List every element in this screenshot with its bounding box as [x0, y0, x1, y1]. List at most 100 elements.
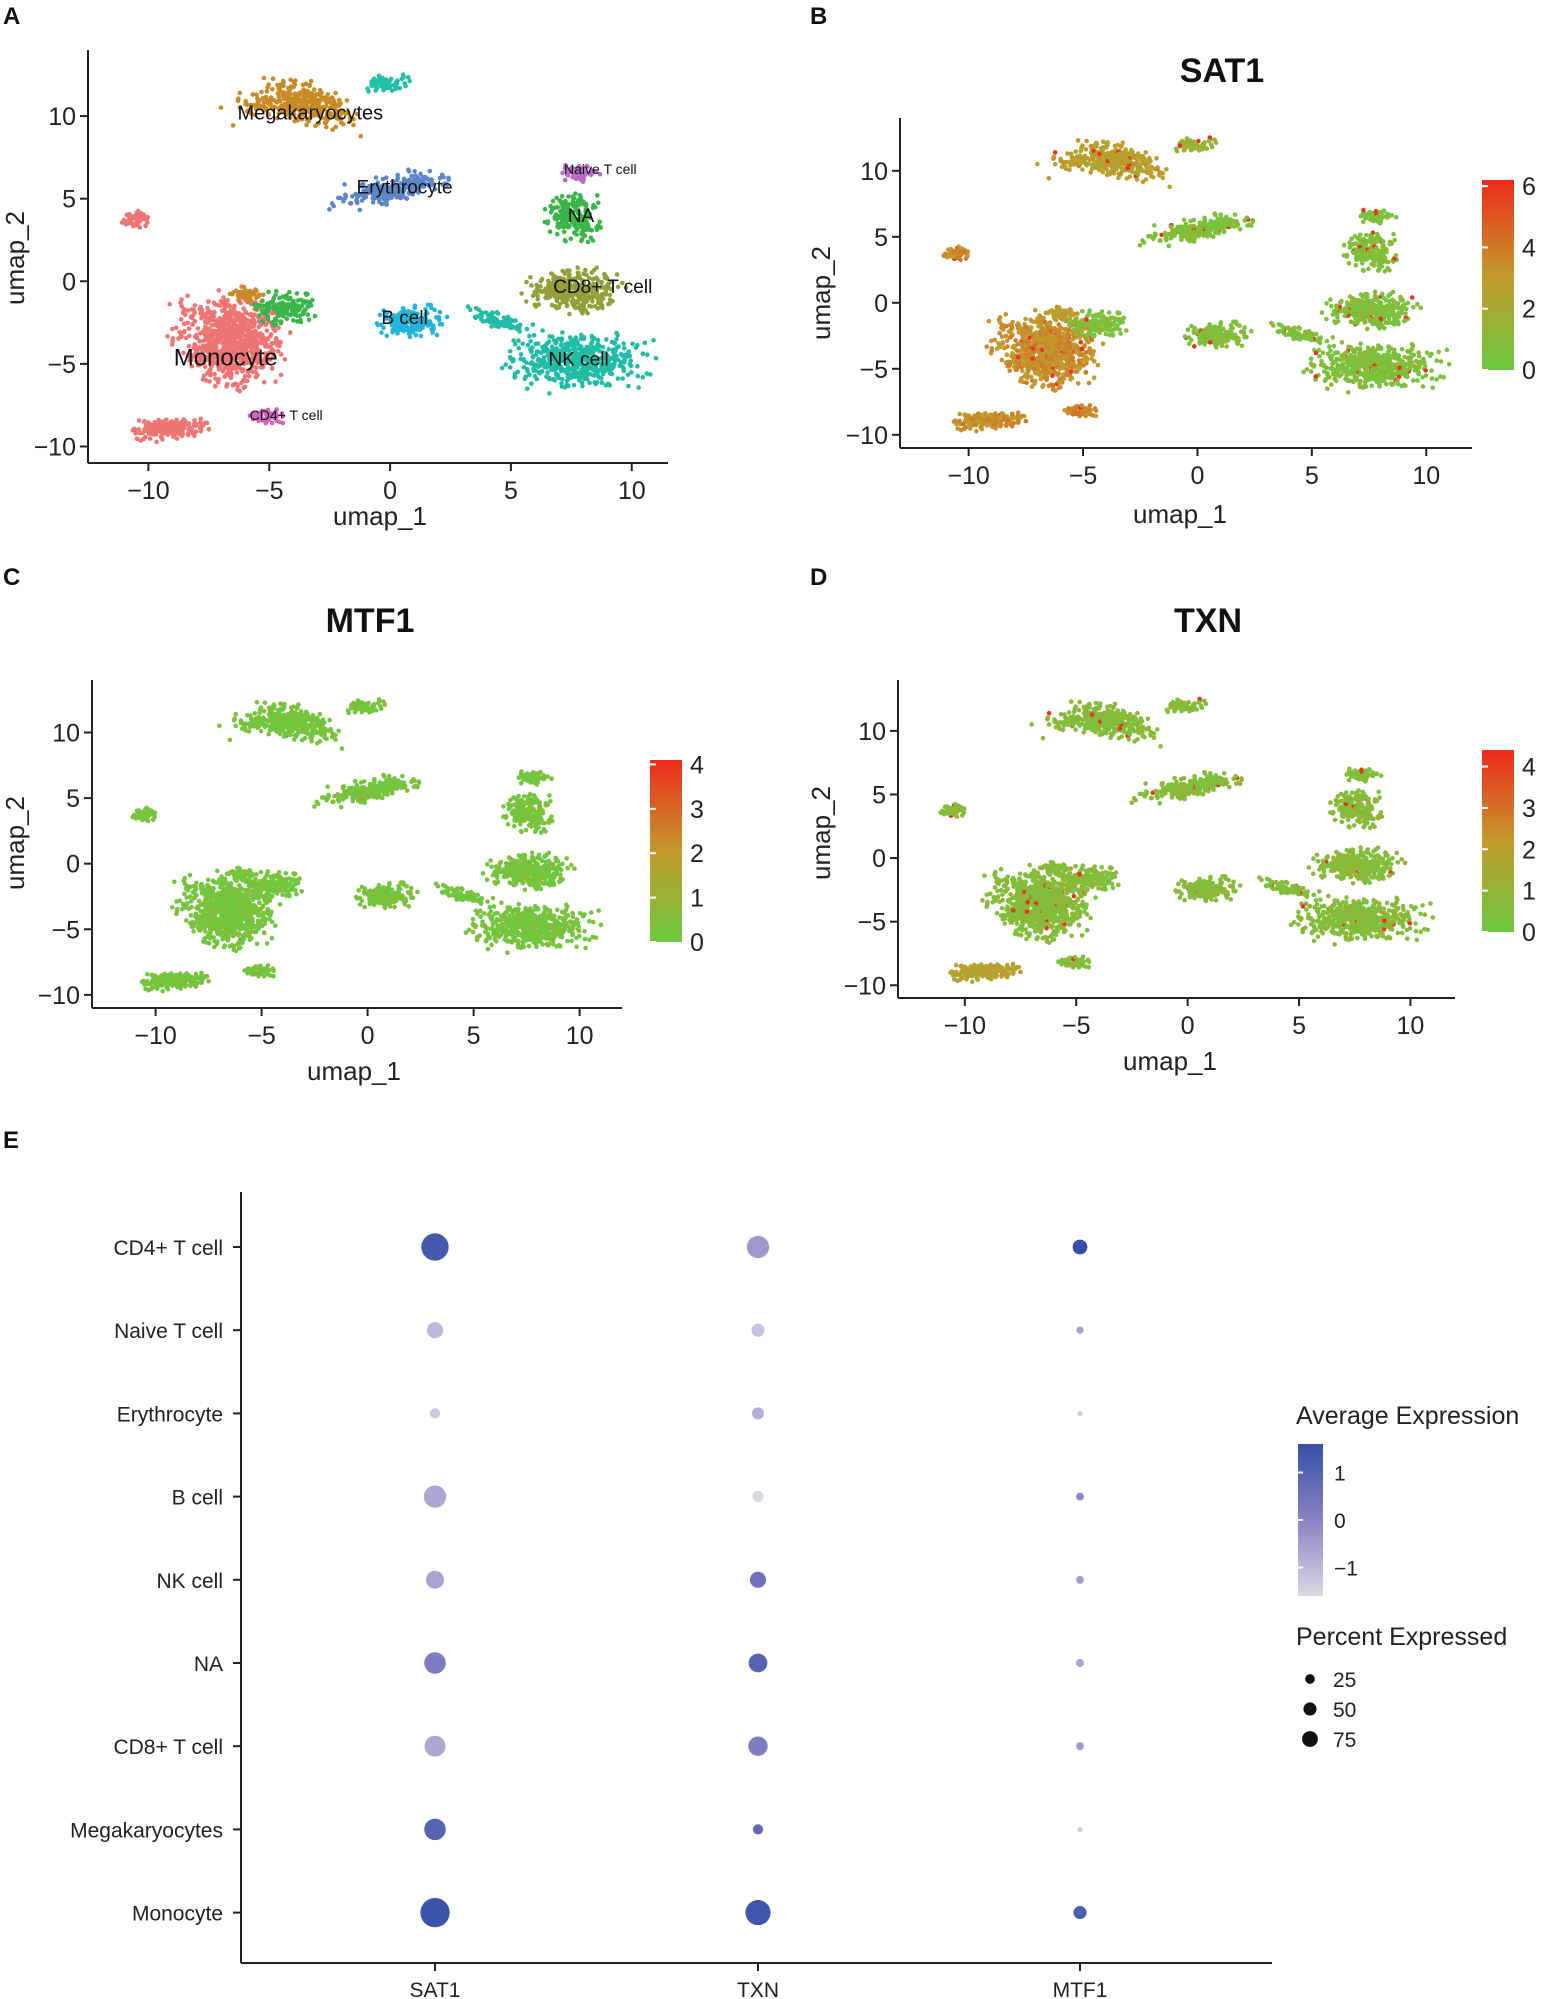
umap-cell-point — [560, 204, 565, 209]
umap-cell-point — [261, 292, 266, 298]
umap-cell-point — [1202, 215, 1207, 221]
umap-cell-point — [230, 382, 236, 388]
umap-cell-point — [230, 123, 236, 128]
umap-cell-point — [1154, 156, 1159, 161]
umap-cell-point — [268, 332, 274, 337]
umap-cell-point — [1358, 256, 1364, 261]
umap-cell-point — [427, 168, 433, 174]
umap-cell-point — [606, 381, 611, 387]
umap-cell-point — [1376, 254, 1382, 259]
umap-cell-point — [298, 317, 303, 323]
umap-cell-point — [1376, 268, 1381, 273]
umap-cell-point — [1403, 311, 1408, 316]
umap-cell-point — [229, 335, 235, 340]
umap-cell-point — [282, 357, 288, 362]
umap-cell-point — [1429, 368, 1434, 374]
umap-cell-point — [559, 193, 565, 199]
umap-cell-point — [190, 321, 196, 327]
umap-cell-point — [1362, 252, 1367, 257]
umap-cell-point — [1323, 376, 1329, 382]
umap-cell-point — [1245, 223, 1250, 228]
umap-cell-point — [1401, 305, 1407, 311]
umap-cell-point — [260, 319, 265, 324]
umap-cell-point — [640, 351, 646, 357]
umap-cell-point — [1353, 307, 1358, 313]
umap-cell-point — [614, 356, 619, 361]
umap-cell-point — [528, 275, 533, 280]
umap-cell-point — [1204, 146, 1209, 151]
umap-cell-point — [348, 200, 354, 206]
umap-cell-point — [1376, 324, 1381, 329]
umap-cell-point — [275, 115, 280, 121]
umap-cell-point — [542, 206, 548, 212]
umap-cell-point — [1415, 301, 1420, 307]
umap-cell-point — [278, 319, 283, 324]
umap-cell-point — [1361, 311, 1367, 317]
umap-cell-point — [580, 383, 585, 389]
umap-cell-point — [288, 87, 293, 92]
umap-cell-point — [154, 439, 159, 445]
umap-cell-point — [291, 318, 296, 323]
umap-cell-point — [512, 371, 518, 376]
umap-cell-point — [1127, 174, 1133, 179]
umap-cell-point — [253, 306, 259, 312]
umap-cell-point — [1125, 151, 1130, 156]
umap-cell-point — [1379, 258, 1385, 264]
umap-cell-point — [310, 105, 316, 110]
umap-cell-point — [235, 383, 240, 389]
umap-cell-point — [1173, 146, 1179, 152]
umap-cell-point — [1319, 358, 1324, 364]
umap-cell-point — [1358, 292, 1364, 297]
umap-cell-point — [301, 103, 306, 108]
panel-b-title: SAT1 — [1180, 52, 1264, 90]
umap-cell-point — [490, 316, 495, 322]
umap-cell-point — [607, 301, 612, 306]
umap-cell-point — [1339, 339, 1345, 345]
umap-cell-point — [294, 291, 300, 296]
umap-cell-point — [247, 326, 252, 331]
umap-cell-point — [281, 80, 286, 85]
umap-cell-point — [332, 106, 338, 111]
cluster-label: CD4+ T cell — [250, 407, 323, 423]
umap-cell-point — [246, 374, 252, 379]
umap-cell-point — [493, 323, 499, 329]
umap-cell-point — [1324, 301, 1329, 306]
umap-cell-point — [270, 76, 276, 82]
umap-cell-point — [1115, 162, 1121, 167]
panel-letter-c: C — [3, 564, 20, 591]
umap-cell-point — [528, 339, 533, 344]
umap-cell-point — [1330, 312, 1336, 317]
umap-cell-point — [540, 344, 545, 350]
umap-cell-point — [1201, 142, 1206, 148]
umap-cell-point — [1366, 266, 1371, 272]
umap-cell-point — [595, 193, 600, 198]
umap-cell-point — [1358, 307, 1363, 312]
umap-cell-point — [1147, 155, 1152, 161]
umap-cell-point — [1080, 167, 1085, 172]
umap-cell-point — [381, 196, 386, 202]
umap-cell-point — [136, 418, 142, 423]
umap-cell-point — [1372, 289, 1378, 295]
umap-cell-point — [1328, 303, 1334, 309]
umap-cell-point — [541, 355, 546, 360]
umap-cell-point — [560, 268, 565, 274]
umap-cell-point — [221, 295, 226, 300]
umap-cell-point — [164, 417, 169, 423]
umap-cell-point — [278, 89, 283, 94]
umap-cell-point — [338, 195, 343, 201]
umap-cell-point — [1140, 238, 1145, 243]
umap-cell-point — [334, 114, 339, 119]
umap-cell-point — [590, 238, 596, 243]
umap-cell-point — [153, 431, 158, 436]
umap-cell-point — [1109, 168, 1114, 173]
umap-cell-point — [141, 214, 147, 219]
umap-cell-point — [252, 302, 257, 308]
umap-cell-point — [377, 74, 382, 80]
umap-cell-point — [1320, 350, 1326, 356]
y-tick-label: 5 — [62, 186, 76, 214]
umap-cell-point — [1069, 154, 1075, 160]
umap-cell-point — [567, 311, 572, 317]
umap-cell-point — [272, 323, 277, 328]
